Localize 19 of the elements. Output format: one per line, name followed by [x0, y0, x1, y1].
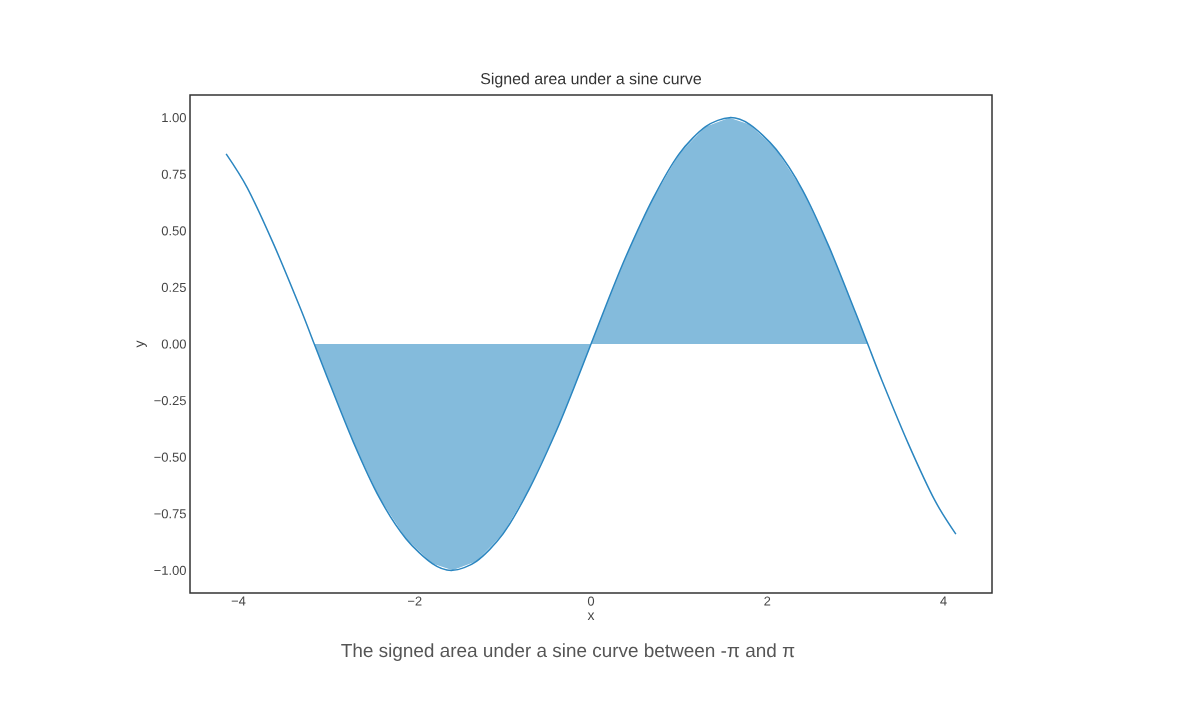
x-tick-label: 2: [764, 596, 771, 606]
y-tick-label: −1.00: [154, 565, 186, 575]
x-axis-title: x: [587, 612, 595, 620]
x-tick-label: 0: [587, 596, 595, 606]
x-tick-label: 4: [940, 596, 947, 606]
y-tick-label: −0.25: [154, 396, 186, 406]
x-tick-label: −2: [408, 596, 422, 606]
x-tick-label: −4: [231, 596, 246, 606]
y-tick-label: −0.75: [154, 509, 186, 519]
y-tick-label: 0.50: [161, 226, 186, 236]
text: The signed area under a sine curve between -π and π: [341, 643, 795, 661]
y-tick-label: 1.00: [162, 113, 186, 123]
y-tick-label: 0.25: [161, 282, 186, 292]
y-tick-label: 0.75: [161, 169, 186, 179]
y-tick-label: 0.00: [161, 339, 186, 349]
y-tick-label: −0.50: [154, 452, 186, 462]
chart-title: Signed area under a sine curve: [480, 72, 702, 88]
line-series: [225, 116, 957, 572]
y-axis-title: y: [136, 340, 147, 348]
